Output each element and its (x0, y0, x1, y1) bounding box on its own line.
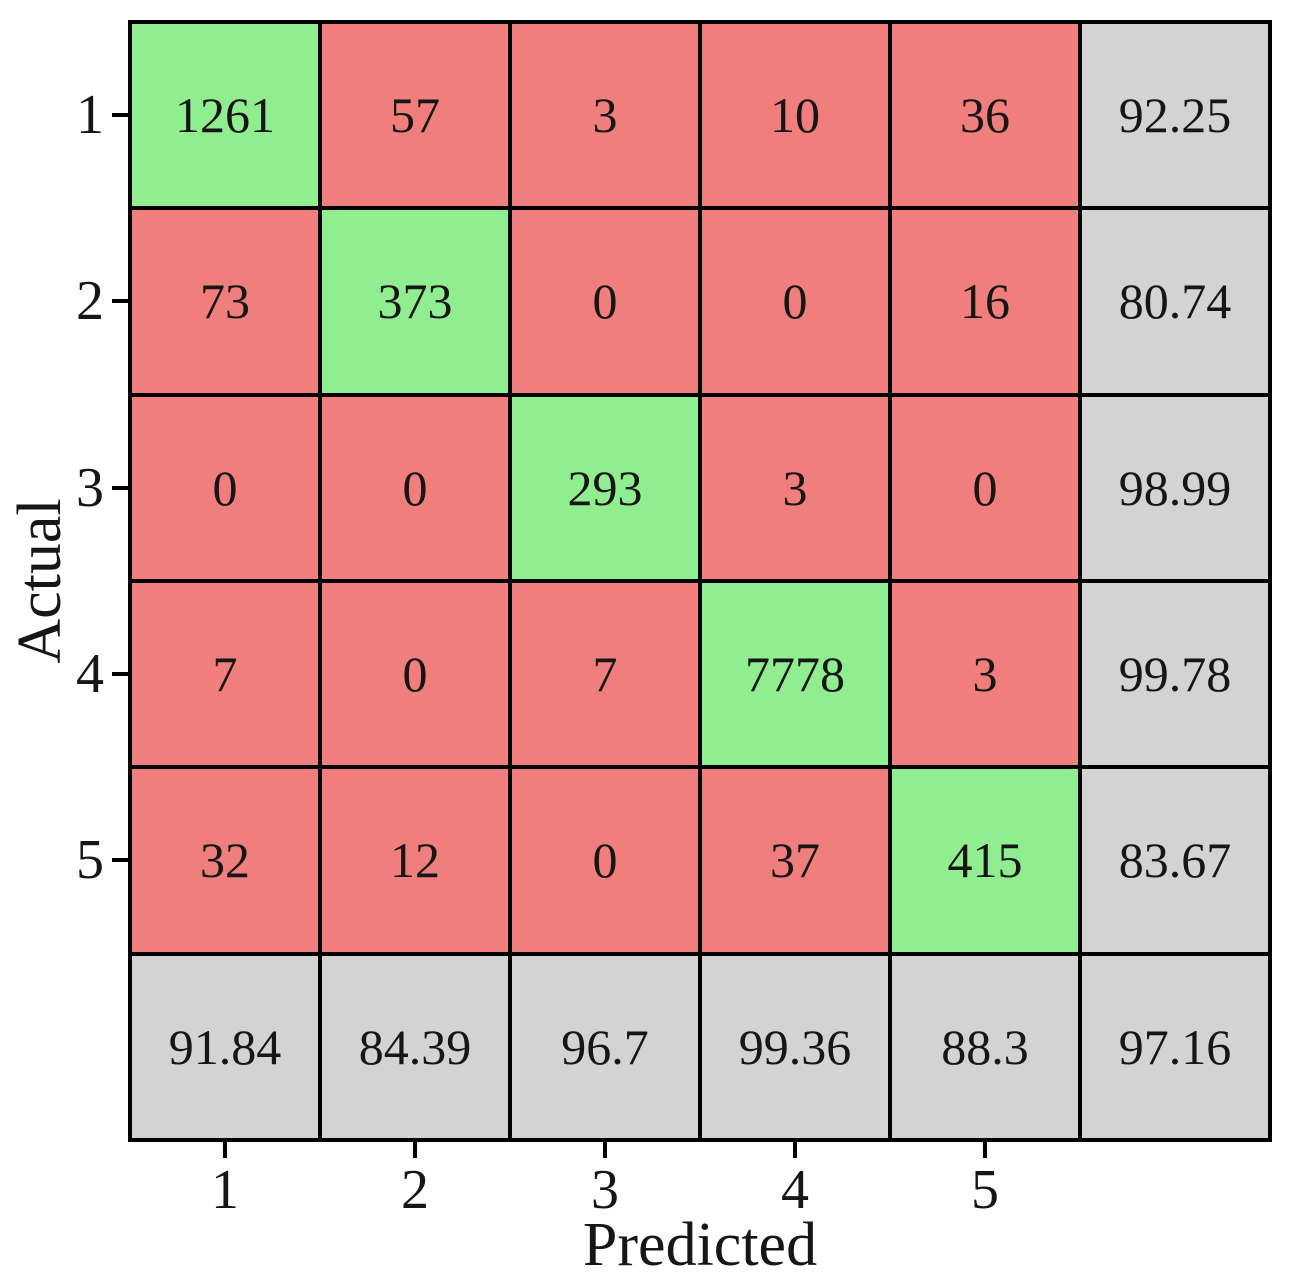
row-accuracy-r4: 99.78 (1082, 582, 1268, 766)
matrix-grid: 1261 57 3 10 36 92.25 73 373 0 0 16 80.7… (128, 20, 1272, 1142)
y-tick-mark-3 (112, 486, 128, 490)
matrix-cell-r2c3: 0 (512, 210, 698, 393)
matrix-cell-r5c3: 0 (512, 769, 698, 952)
y-tick-label-2: 2 (76, 270, 104, 332)
matrix-cell-r5c5: 415 (892, 769, 1078, 952)
y-tick-mark-2 (112, 299, 128, 303)
matrix-cell-r3c3: 293 (512, 396, 698, 579)
x-tick-label-3: 3 (591, 1159, 619, 1221)
matrix-cell-r5c2: 12 (322, 769, 508, 952)
matrix-cell-r2c5: 16 (892, 210, 1078, 393)
y-tick-label-5: 5 (76, 829, 104, 891)
matrix-cell-r3c4: 3 (702, 396, 888, 579)
x-tick-mark-3 (603, 1142, 607, 1158)
x-tick-label-1: 1 (211, 1159, 239, 1221)
x-axis-label: Predicted (582, 1211, 818, 1279)
col-accuracy-c3: 96.7 (512, 955, 698, 1138)
matrix-cell-r2c4: 0 (702, 210, 888, 393)
y-tick-mark-1 (112, 113, 128, 117)
x-tick-label-2: 2 (401, 1159, 429, 1221)
y-tick-label-3: 3 (76, 457, 104, 519)
row-accuracy-r1: 92.25 (1082, 24, 1268, 207)
col-accuracy-c2: 84.39 (322, 955, 508, 1138)
x-tick-mark-5 (983, 1142, 987, 1158)
matrix-cell-r2c1: 73 (132, 210, 318, 393)
matrix-cell-r3c2: 0 (322, 396, 508, 579)
x-tick-label-5: 5 (971, 1159, 999, 1221)
matrix-cell-r4c2: 0 (322, 582, 508, 766)
x-tick-mark-1 (223, 1142, 227, 1158)
matrix-cell-r1c3: 3 (512, 24, 698, 207)
y-tick-mark-4 (112, 672, 128, 676)
matrix-cell-r3c1: 0 (132, 396, 318, 579)
x-tick-mark-2 (413, 1142, 417, 1158)
matrix-cell-r1c5: 36 (892, 24, 1078, 207)
matrix-cell-r4c4: 7778 (702, 582, 888, 766)
row-accuracy-r5: 83.67 (1082, 769, 1268, 952)
matrix-cell-r1c4: 10 (702, 24, 888, 207)
x-tick-mark-4 (793, 1142, 797, 1158)
y-axis-label: Actual (6, 498, 74, 664)
matrix-cell-r4c3: 7 (512, 582, 698, 766)
y-tick-label-4: 4 (76, 643, 104, 705)
overall-accuracy: 97.16 (1082, 955, 1268, 1138)
matrix-cell-r2c2: 373 (322, 210, 508, 393)
matrix-cell-r3c5: 0 (892, 396, 1078, 579)
matrix-cell-r5c1: 32 (132, 769, 318, 952)
matrix-cell-r1c2: 57 (322, 24, 508, 207)
matrix-cell-r1c1: 1261 (132, 24, 318, 207)
y-tick-label-1: 1 (76, 84, 104, 146)
col-accuracy-c4: 99.36 (702, 955, 888, 1138)
y-tick-mark-5 (112, 858, 128, 862)
matrix-cell-r4c1: 7 (132, 582, 318, 766)
x-tick-label-4: 4 (781, 1159, 809, 1221)
col-accuracy-c1: 91.84 (132, 955, 318, 1138)
matrix-cell-r5c4: 37 (702, 769, 888, 952)
matrix-cell-r4c5: 3 (892, 582, 1078, 766)
row-accuracy-r2: 80.74 (1082, 210, 1268, 393)
col-accuracy-c5: 88.3 (892, 955, 1078, 1138)
row-accuracy-r3: 98.99 (1082, 396, 1268, 579)
